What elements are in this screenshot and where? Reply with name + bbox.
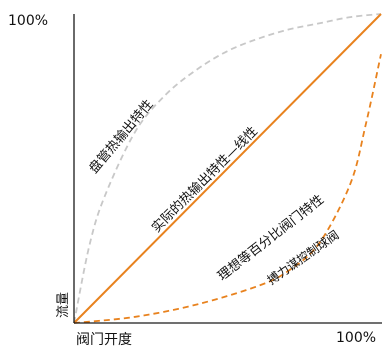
series-label-linear-actual: 实际的热输出特性—线性 xyxy=(149,123,261,235)
series-equal-percentage-curve xyxy=(73,54,382,324)
series-linear-actual-line xyxy=(73,13,382,324)
series-coil-heat-output-curve xyxy=(73,13,382,324)
x-axis-label: 阀门开度 xyxy=(76,332,132,348)
series-label-equal-percentage: 理想等百分比阀门特性 xyxy=(215,191,327,284)
y-axis-label: 流量 xyxy=(56,292,71,318)
x-max-tick-label: 100% xyxy=(336,330,376,346)
series-label-coil-heat-output: 盘管热输出特性 xyxy=(86,97,157,177)
y-max-tick-label: 100% xyxy=(8,13,48,29)
